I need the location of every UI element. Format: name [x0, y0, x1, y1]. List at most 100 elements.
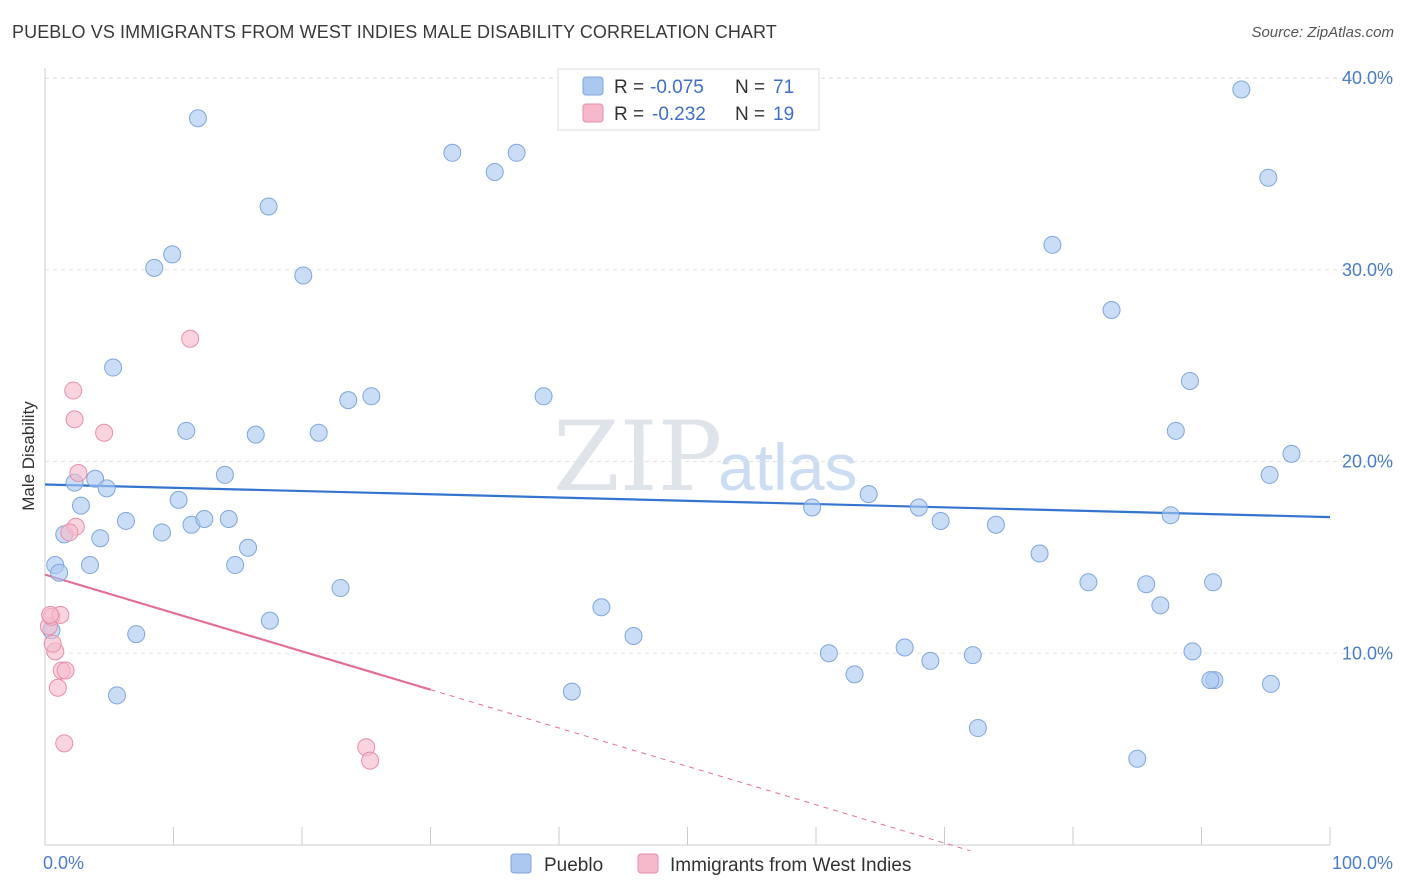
- x-tick-labels: 0.0% 100.0%: [43, 853, 1393, 873]
- data-point-series-0-21: [195, 510, 214, 529]
- y-tick-label: 40.0%: [1342, 68, 1393, 88]
- bottom-legend-swatch-west-indies: [637, 853, 659, 874]
- data-point-series-1-11: [69, 464, 88, 483]
- data-point-series-0-40: [624, 626, 643, 645]
- data-point-series-0-9: [97, 479, 116, 498]
- data-point-series-0-48: [931, 511, 950, 530]
- data-point-series-0-52: [1030, 544, 1049, 563]
- data-point-series-0-43: [845, 665, 864, 684]
- legend-box: R = -0.075 N = 71 R = -0.232 N = 19: [557, 68, 820, 131]
- data-point-series-0-44: [859, 485, 878, 504]
- data-point-series-0-34: [443, 143, 462, 162]
- data-point-series-0-41: [803, 498, 822, 517]
- data-point-series-0-24: [226, 556, 245, 575]
- legend-n-label-pueblo: N =: [735, 77, 765, 98]
- trend-line-series-1: [44, 573, 431, 691]
- data-point-series-0-36: [507, 143, 526, 162]
- data-point-series-0-57: [1137, 575, 1156, 594]
- chart-title: PUEBLO VS IMMIGRANTS FROM WEST INDIES MA…: [12, 22, 777, 42]
- data-point-series-1-17: [60, 523, 79, 542]
- legend-r-value-west-indies: -0.232: [652, 104, 706, 125]
- data-points: [39, 80, 1301, 770]
- y-axis-label: Male Disability: [19, 401, 38, 511]
- data-point-series-0-53: [1043, 235, 1062, 254]
- data-point-series-0-69: [1282, 444, 1301, 463]
- data-point-series-0-14: [145, 258, 164, 277]
- data-point-series-0-45: [895, 638, 914, 657]
- data-point-series-0-10: [104, 358, 123, 377]
- legend-n-value-pueblo: 71: [773, 77, 794, 98]
- data-point-series-0-59: [1161, 506, 1180, 525]
- data-point-series-0-29: [294, 266, 313, 285]
- legend-r-value-pueblo: -0.075: [650, 77, 704, 98]
- data-point-series-0-28: [260, 611, 279, 630]
- data-point-series-0-66: [1259, 168, 1278, 187]
- grid-lines: [45, 77, 1394, 654]
- data-point-series-0-63: [1204, 573, 1223, 592]
- data-point-series-0-56: [1128, 749, 1147, 768]
- legend-r-label-west-indies: R =: [614, 104, 644, 125]
- legend-n-value-west-indies: 19: [773, 104, 794, 125]
- data-point-series-0-55: [1102, 301, 1121, 320]
- data-point-series-0-17: [169, 490, 188, 509]
- data-point-series-0-25: [239, 538, 258, 557]
- y-tick-label: 30.0%: [1342, 260, 1393, 280]
- trend-lines: [44, 483, 1331, 852]
- watermark: ZIP atlas: [553, 401, 857, 513]
- data-point-series-0-38: [562, 682, 581, 701]
- bottom-legend-swatch-pueblo: [510, 853, 532, 874]
- data-point-series-0-70: [1201, 671, 1220, 690]
- data-point-series-1-6: [55, 734, 74, 753]
- watermark-atlas: atlas: [718, 430, 857, 504]
- source-label: Source: ZipAtlas.com: [1251, 24, 1394, 41]
- data-point-series-0-61: [1180, 371, 1199, 390]
- data-point-series-0-54: [1079, 573, 1098, 592]
- data-point-series-0-6: [80, 556, 99, 575]
- data-point-series-0-11: [107, 686, 126, 705]
- y-tick-label: 10.0%: [1342, 643, 1393, 663]
- data-point-series-1-15: [361, 751, 380, 770]
- data-point-series-0-60: [1166, 421, 1185, 440]
- data-point-series-1-16: [43, 634, 62, 653]
- data-point-series-1-18: [41, 605, 60, 624]
- legend-swatch-west-indies: [582, 103, 604, 123]
- data-point-series-0-23: [219, 510, 238, 529]
- bottom-legend: Pueblo Immigrants from West Indies: [510, 853, 911, 876]
- y-tick-labels: 10.0% 20.0% 30.0% 40.0%: [1342, 68, 1393, 663]
- data-point-series-0-32: [339, 391, 358, 410]
- data-point-series-0-37: [534, 387, 553, 406]
- data-point-series-0-2: [50, 563, 69, 582]
- data-point-series-0-35: [485, 162, 504, 181]
- data-point-series-0-16: [163, 245, 182, 264]
- data-point-series-0-7: [86, 469, 105, 488]
- data-point-series-0-67: [1260, 465, 1279, 484]
- data-point-series-0-58: [1151, 596, 1170, 615]
- y-tick-label: 20.0%: [1342, 452, 1393, 472]
- data-point-series-0-26: [246, 425, 265, 444]
- data-point-series-0-39: [592, 598, 611, 617]
- data-point-series-1-9: [65, 410, 84, 429]
- x-tick-label-max: 100.0%: [1332, 853, 1393, 873]
- data-point-series-0-47: [921, 651, 940, 670]
- data-point-series-0-5: [71, 496, 90, 515]
- data-point-series-1-8: [64, 381, 83, 400]
- data-point-series-1-7: [56, 661, 75, 680]
- data-point-series-0-30: [309, 423, 328, 442]
- data-point-series-0-12: [116, 511, 135, 530]
- trend-line-extension-series-1: [430, 689, 971, 852]
- legend-r-label-pueblo: R =: [614, 77, 644, 98]
- data-point-series-0-31: [331, 579, 350, 598]
- data-point-series-1-4: [48, 678, 67, 697]
- data-point-series-0-42: [819, 644, 838, 663]
- data-point-series-0-51: [986, 515, 1005, 534]
- data-point-series-0-27: [259, 197, 278, 216]
- data-point-series-0-33: [362, 387, 381, 406]
- data-point-series-0-13: [127, 625, 146, 644]
- bottom-legend-label-west-indies: Immigrants from West Indies: [670, 855, 911, 876]
- data-point-series-0-49: [963, 646, 982, 665]
- data-point-series-0-22: [215, 465, 234, 484]
- data-point-series-0-15: [152, 523, 171, 542]
- data-point-series-1-13: [181, 329, 200, 348]
- x-tick-label-min: 0.0%: [43, 853, 84, 873]
